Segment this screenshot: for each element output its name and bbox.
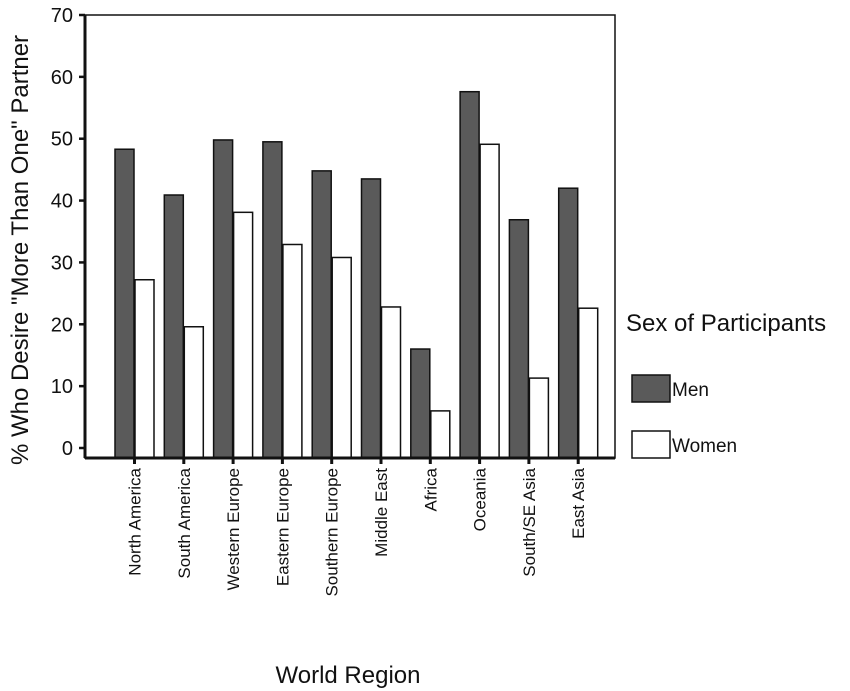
bar-men	[508, 218, 530, 459]
bar-women	[232, 211, 254, 459]
bar-women	[134, 278, 155, 459]
legend-label-men: Men	[672, 380, 709, 401]
legend-label-women: Women	[672, 436, 737, 457]
y-tick-label: 30	[51, 252, 73, 274]
x-tick-label: Western Europe	[224, 468, 243, 591]
legend-swatch-men	[631, 374, 671, 403]
legend-swatch-women	[631, 430, 671, 459]
bar-men	[114, 148, 135, 459]
bar-women	[577, 307, 599, 459]
y-tick-label: 70	[51, 5, 73, 27]
bar-men	[360, 178, 382, 459]
x-tick-label: Eastern Europe	[273, 468, 292, 586]
bar-men	[311, 170, 332, 459]
bar-men	[410, 348, 431, 459]
bar-women	[183, 326, 205, 459]
bar-women	[331, 256, 352, 459]
bar-men	[557, 187, 579, 459]
x-tick-label: Africa	[421, 467, 440, 511]
bar-women	[282, 243, 303, 459]
bar-women	[430, 410, 451, 459]
y-axis-title: % Who Desire "More Than One" Partner	[7, 35, 34, 465]
y-tick-label: 40	[51, 191, 73, 213]
x-axis: North America South America Western Europe…	[85, 456, 615, 597]
x-tick-label: Southern Europe	[323, 468, 342, 597]
y-tick-label: 10	[51, 376, 73, 398]
x-tick-label: East Asia	[569, 467, 588, 538]
bar-women	[528, 377, 550, 459]
x-axis-title: World Region	[276, 662, 421, 689]
y-axis: 0 10 20 30 40 50 60 70	[51, 5, 87, 460]
x-tick-label: Middle East	[372, 468, 391, 557]
y-tick-label: 20	[51, 314, 73, 336]
x-tick-label: South America	[175, 467, 194, 578]
bar-men	[212, 139, 234, 459]
bar-men	[459, 90, 480, 459]
legend-title: Sex of Participants	[626, 310, 826, 337]
x-tick-label: North America	[126, 467, 145, 575]
bar-women	[380, 306, 402, 459]
x-tick-label: South/SE Asia	[520, 467, 539, 576]
y-tick-label: 0	[62, 438, 73, 460]
legend: Sex of Participants Men Women	[626, 310, 826, 459]
y-tick-label: 60	[51, 67, 73, 89]
y-tick-label: 50	[51, 129, 73, 151]
x-tick-label: Oceania	[471, 467, 490, 531]
bars	[114, 90, 599, 459]
bar-men	[163, 194, 185, 459]
bar-women	[479, 143, 500, 459]
bar-men	[262, 141, 283, 459]
